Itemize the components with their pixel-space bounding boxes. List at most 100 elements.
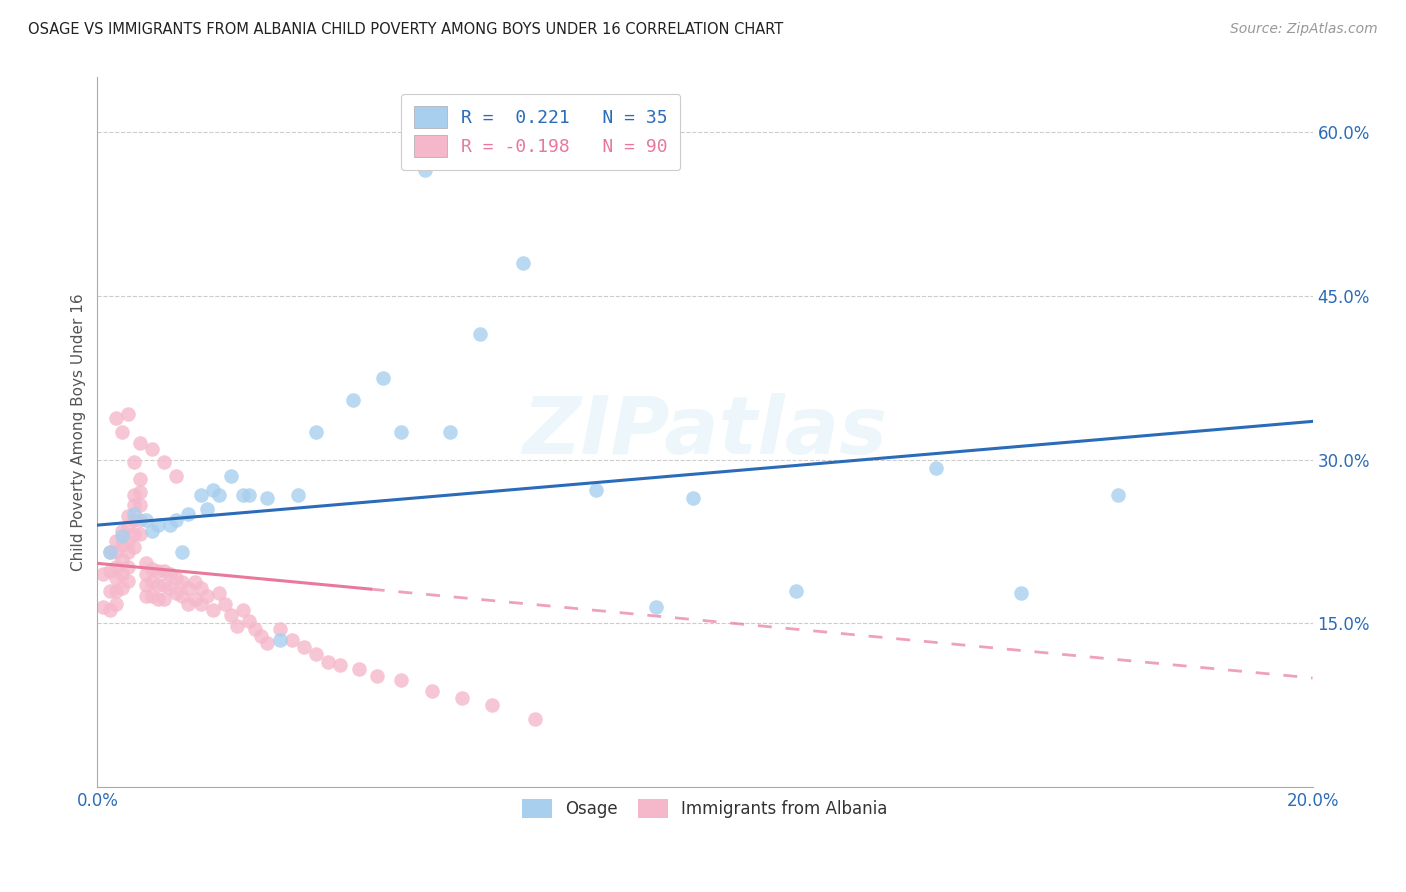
Point: [439, 425, 461, 440]
Point: [135, 557, 157, 571]
Point: [214, 597, 236, 611]
Point: [111, 524, 134, 538]
Point: [117, 545, 139, 559]
Point: [165, 513, 187, 527]
Point: [292, 640, 315, 655]
Point: [219, 607, 242, 622]
Point: [104, 411, 127, 425]
Point: [111, 538, 134, 552]
Point: [122, 499, 145, 513]
Point: [347, 662, 370, 676]
Point: [135, 578, 157, 592]
Point: [256, 636, 278, 650]
Point: [238, 614, 260, 628]
Point: [512, 256, 534, 270]
Point: [195, 501, 218, 516]
Point: [122, 513, 145, 527]
Point: [117, 520, 139, 534]
Point: [98, 583, 121, 598]
Point: [195, 589, 218, 603]
Point: [172, 545, 194, 559]
Point: [256, 491, 278, 505]
Point: [201, 483, 224, 498]
Point: [281, 632, 304, 647]
Point: [111, 425, 134, 440]
Point: [305, 425, 328, 440]
Point: [117, 407, 139, 421]
Point: [183, 574, 205, 589]
Point: [122, 455, 145, 469]
Point: [153, 455, 176, 469]
Legend: Osage, Immigrants from Albania: Osage, Immigrants from Albania: [516, 792, 894, 825]
Point: [451, 690, 474, 705]
Text: OSAGE VS IMMIGRANTS FROM ALBANIA CHILD POVERTY AMONG BOYS UNDER 16 CORRELATION C: OSAGE VS IMMIGRANTS FROM ALBANIA CHILD P…: [28, 22, 783, 37]
Point: [98, 545, 121, 559]
Point: [122, 487, 145, 501]
Point: [269, 622, 291, 636]
Point: [366, 669, 388, 683]
Point: [415, 163, 437, 178]
Point: [238, 487, 260, 501]
Point: [153, 564, 176, 578]
Point: [305, 647, 328, 661]
Point: [420, 684, 443, 698]
Point: [925, 461, 948, 475]
Point: [98, 603, 121, 617]
Point: [141, 574, 163, 589]
Point: [146, 578, 169, 592]
Point: [135, 567, 157, 582]
Point: [645, 600, 668, 615]
Text: ZIPatlas: ZIPatlas: [523, 393, 887, 471]
Point: [128, 513, 150, 527]
Point: [219, 469, 242, 483]
Point: [117, 559, 139, 574]
Point: [146, 564, 169, 578]
Point: [111, 567, 134, 582]
Point: [135, 589, 157, 603]
Point: [128, 526, 150, 541]
Point: [104, 545, 127, 559]
Point: [117, 509, 139, 524]
Point: [111, 582, 134, 596]
Point: [146, 518, 169, 533]
Point: [201, 603, 224, 617]
Point: [481, 698, 503, 713]
Point: [104, 534, 127, 549]
Point: [177, 582, 200, 596]
Point: [287, 487, 309, 501]
Point: [208, 487, 231, 501]
Point: [226, 618, 249, 632]
Point: [141, 442, 163, 456]
Point: [128, 485, 150, 500]
Point: [122, 540, 145, 554]
Point: [153, 578, 176, 592]
Point: [190, 582, 212, 596]
Point: [141, 589, 163, 603]
Point: [98, 564, 121, 578]
Point: [232, 487, 254, 501]
Point: [682, 491, 704, 505]
Point: [111, 529, 134, 543]
Point: [146, 592, 169, 607]
Point: [468, 326, 491, 341]
Point: [141, 524, 163, 538]
Point: [165, 586, 187, 600]
Point: [389, 425, 412, 440]
Point: [269, 632, 291, 647]
Point: [208, 586, 231, 600]
Point: [104, 583, 127, 598]
Point: [172, 589, 194, 603]
Point: [135, 513, 157, 527]
Point: [128, 472, 150, 486]
Point: [141, 562, 163, 576]
Point: [128, 499, 150, 513]
Point: [122, 507, 145, 521]
Point: [389, 673, 412, 688]
Point: [98, 545, 121, 559]
Point: [117, 574, 139, 588]
Point: [93, 567, 115, 582]
Text: Source: ZipAtlas.com: Source: ZipAtlas.com: [1230, 22, 1378, 37]
Point: [1010, 586, 1032, 600]
Point: [523, 713, 546, 727]
Point: [245, 622, 267, 636]
